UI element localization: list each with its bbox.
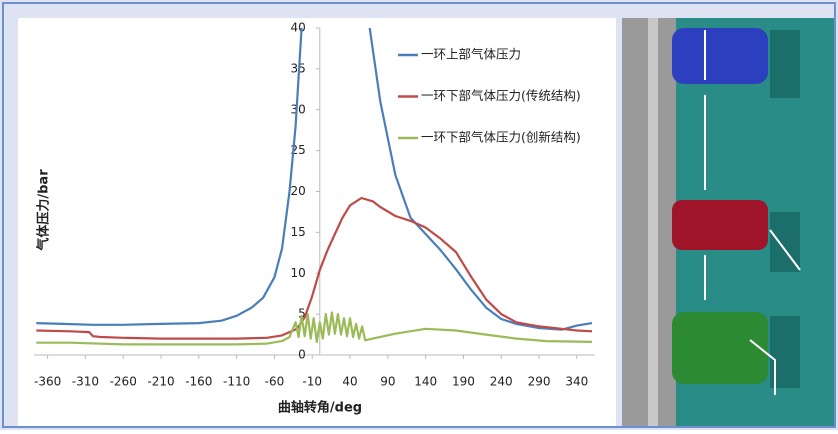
x-tick-label: 240 bbox=[490, 375, 513, 389]
y-tick-label: 15 bbox=[291, 225, 306, 239]
ring-1 bbox=[672, 28, 768, 84]
y-tick-label: 30 bbox=[291, 102, 306, 116]
y-tick-label: 5 bbox=[298, 307, 306, 321]
x-tick-label: -110 bbox=[223, 375, 250, 389]
x-axis-label: 曲轴转角/deg bbox=[278, 400, 362, 416]
y-axis-label: 气体压力/bar bbox=[36, 169, 52, 251]
ring-2 bbox=[672, 200, 768, 250]
x-tick-label: 40 bbox=[342, 375, 357, 389]
x-tick-label: 340 bbox=[565, 375, 588, 389]
x-tick-label: -60 bbox=[265, 375, 285, 389]
series-line bbox=[36, 28, 593, 331]
y-tick-label: 20 bbox=[291, 184, 306, 198]
x-tick-label: 140 bbox=[414, 375, 437, 389]
y-tick-label: 10 bbox=[291, 266, 306, 280]
frame-border bbox=[2, 2, 836, 428]
legend-label: 一环下部气体压力(创新结构) bbox=[421, 130, 581, 145]
x-tick-label: -160 bbox=[185, 375, 212, 389]
x-tick-label: 290 bbox=[528, 375, 551, 389]
x-tick-label: -310 bbox=[72, 375, 99, 389]
y-tick-label: 0 bbox=[298, 348, 306, 362]
legend-label: 一环下部气体压力(传统结构) bbox=[421, 88, 581, 103]
x-tick-label: -210 bbox=[147, 375, 174, 389]
x-tick-label: -10 bbox=[302, 375, 322, 389]
x-tick-label: 190 bbox=[452, 375, 475, 389]
plot-area bbox=[36, 28, 593, 346]
x-tick-label: 90 bbox=[380, 375, 395, 389]
series-line bbox=[36, 196, 593, 340]
liner bbox=[648, 18, 658, 426]
chart-panel bbox=[18, 18, 616, 426]
series-line bbox=[36, 311, 593, 346]
flow-arrows bbox=[704, 30, 801, 395]
groove bbox=[770, 30, 800, 98]
ring-3 bbox=[672, 312, 768, 384]
legend-label: 一环上部气体压力 bbox=[421, 47, 521, 62]
diagram bbox=[622, 18, 834, 426]
y-tick-label: 40 bbox=[291, 21, 306, 35]
x-tick-label: -260 bbox=[110, 375, 137, 389]
x-tick-label: -360 bbox=[34, 375, 61, 389]
